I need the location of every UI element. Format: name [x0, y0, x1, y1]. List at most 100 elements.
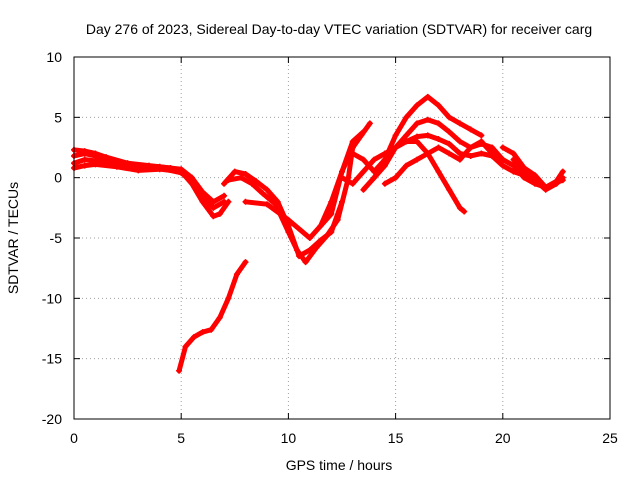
- data-point: [263, 186, 270, 193]
- data-point: [285, 228, 292, 235]
- data-point: [531, 177, 538, 184]
- data-point: [328, 198, 335, 205]
- data-point: [221, 180, 228, 187]
- data-point: [323, 232, 330, 239]
- x-axis-label: GPS time / hours: [286, 457, 393, 473]
- data-point: [446, 140, 453, 147]
- data-point: [403, 114, 410, 121]
- x-tick-label: 25: [602, 430, 618, 446]
- data-point: [113, 163, 120, 170]
- data-point: [414, 120, 421, 127]
- data-point: [467, 144, 474, 151]
- data-point: [135, 167, 142, 174]
- data-point: [467, 152, 474, 159]
- data-point: [542, 186, 549, 193]
- x-tick-label: 5: [177, 430, 185, 446]
- data-point: [92, 161, 99, 168]
- data-point: [339, 168, 345, 175]
- series-track-3: [71, 161, 231, 219]
- data-point: [553, 180, 560, 187]
- data-point: [461, 208, 468, 215]
- data-point: [225, 198, 232, 205]
- data-point: [371, 174, 378, 181]
- data-point: [478, 132, 485, 139]
- data-point: [302, 259, 309, 266]
- y-tick-labels: 10 5 0 -5 -10 -15 -20: [42, 49, 62, 427]
- data-point: [467, 126, 474, 133]
- data-point: [285, 216, 292, 223]
- data-point: [231, 168, 238, 175]
- y-axis-label: SDTVAR / TECUs: [5, 182, 21, 294]
- x-tick-label: 10: [281, 430, 297, 446]
- data-point: [317, 222, 324, 229]
- data-point: [210, 204, 217, 211]
- data-point: [510, 156, 517, 163]
- data-point: [225, 177, 232, 184]
- data-point: [182, 343, 189, 350]
- data-point: [521, 168, 528, 175]
- data-point: [435, 102, 442, 109]
- data-point: [242, 171, 249, 178]
- data-point: [499, 162, 506, 169]
- y-tick-label: 5: [54, 109, 62, 125]
- data-point: [392, 144, 399, 151]
- data-point: [167, 165, 174, 172]
- data-point: [358, 132, 365, 139]
- data-point: [403, 132, 410, 139]
- x-tick-label: 20: [495, 430, 511, 446]
- data-point: [242, 198, 249, 205]
- data-point: [478, 150, 485, 157]
- data-point: [424, 132, 431, 139]
- data-point: [510, 150, 517, 157]
- axis-ticks: [73, 56, 611, 420]
- data-point: [216, 314, 223, 321]
- data-point: [446, 128, 453, 135]
- data-point: [360, 156, 367, 163]
- data-point: [435, 136, 442, 143]
- data-point: [446, 150, 453, 157]
- data-point: [293, 247, 300, 254]
- data-layer: [71, 93, 566, 374]
- data-point: [414, 133, 421, 140]
- data-point: [446, 186, 453, 193]
- data-point: [238, 174, 245, 181]
- data-point: [103, 154, 110, 161]
- series-track-9: [318, 120, 373, 229]
- data-point: [199, 198, 206, 205]
- data-point: [456, 150, 463, 157]
- data-point: [456, 204, 463, 211]
- data-point: [233, 271, 240, 278]
- chart-title: Day 276 of 2023, Sidereal Day-to-day VTE…: [86, 21, 592, 37]
- data-point: [146, 162, 153, 169]
- data-point: [188, 180, 195, 187]
- y-tick-label: -15: [42, 351, 62, 367]
- data-point: [456, 138, 463, 145]
- data-point: [306, 235, 313, 241]
- data-point: [208, 326, 215, 333]
- data-point: [81, 156, 88, 163]
- data-point: [124, 160, 131, 167]
- data-point: [328, 210, 335, 217]
- data-point: [559, 174, 566, 181]
- data-point: [435, 144, 442, 151]
- data-point: [403, 138, 410, 145]
- grid-lines: [74, 57, 610, 419]
- data-point: [392, 174, 399, 181]
- data-point: [414, 156, 421, 163]
- x-tick-label: 15: [388, 430, 404, 446]
- data-point: [199, 329, 206, 336]
- y-tick-label: -10: [42, 290, 62, 306]
- data-point: [81, 162, 88, 169]
- y-tick-label: 10: [46, 49, 62, 65]
- data-point: [366, 120, 373, 127]
- data-point: [559, 168, 566, 175]
- data-point: [178, 168, 185, 175]
- data-point: [424, 116, 431, 123]
- data-point: [403, 162, 410, 169]
- data-point: [216, 210, 223, 217]
- y-tick-label: -5: [50, 230, 63, 246]
- data-point: [221, 192, 228, 199]
- data-point: [381, 180, 388, 187]
- data-point: [263, 201, 270, 208]
